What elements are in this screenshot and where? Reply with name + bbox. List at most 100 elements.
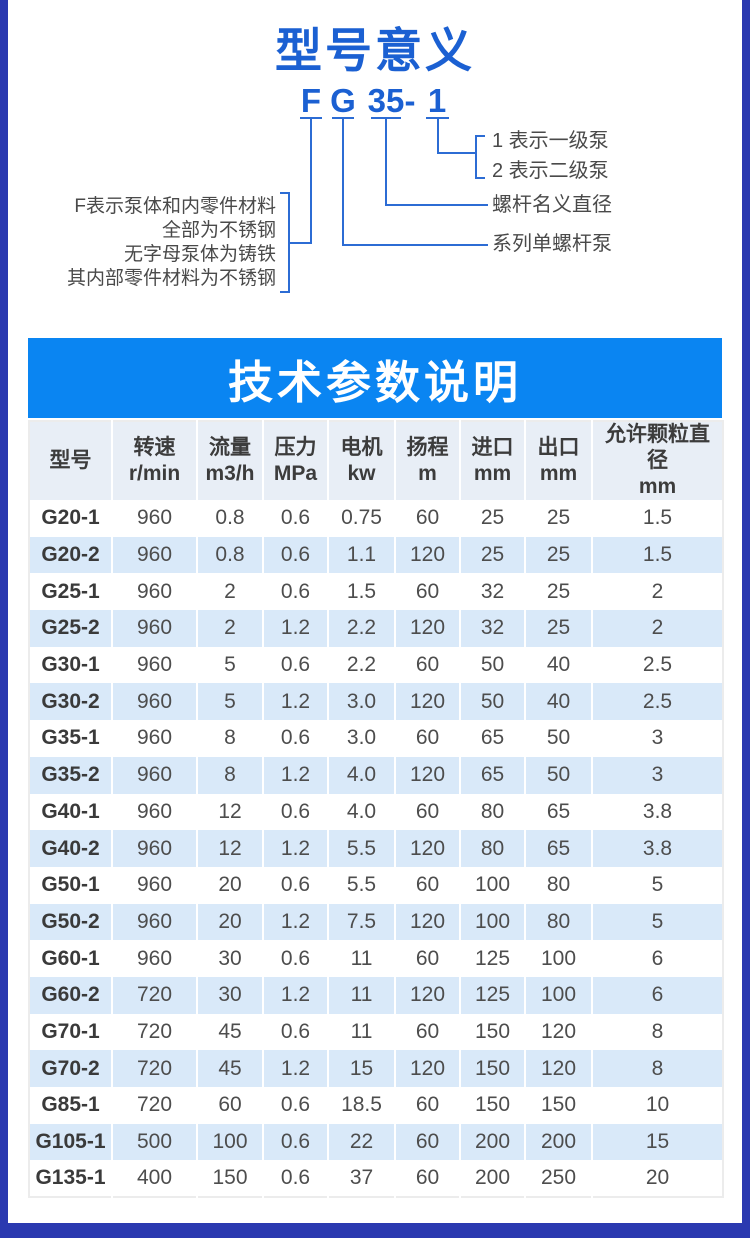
spec-value-cell: 960 — [112, 903, 198, 941]
spec-value-cell: 2 — [651, 579, 664, 603]
col-unit: mm — [539, 462, 578, 485]
spec-value-cell: 150 — [460, 1087, 526, 1124]
spec-value-cell: 4.0 — [328, 756, 396, 794]
spec-value-cell: 6 — [651, 983, 664, 1007]
spec-value-cell: 0.6 — [263, 1123, 329, 1161]
spec-value-cell: 15 — [328, 1050, 396, 1087]
tech-params-banner: 技术参数说明 — [28, 338, 722, 418]
spec-value-cell: 20 — [197, 866, 264, 904]
spec-table-body: G20-1 960 0.8 0.6 0.75 60 25 25 1.5 G20-2 960 0.8 0.… — [29, 500, 723, 1198]
spec-value-cell: 15 — [645, 1130, 670, 1154]
spec-value-cell: 65 — [460, 756, 526, 794]
table-row: G85-1 720 60 0.6 18.5 60 150 150 10 — [29, 1087, 723, 1124]
left-bracket-top-tick — [280, 192, 290, 194]
table-row: G135-1 400 150 0.6 37 60 200 250 20 — [29, 1160, 723, 1198]
col-label: 型号 — [49, 449, 92, 472]
spec-value-cell: 120 — [395, 683, 461, 721]
spec-value-cell: 1.2 — [263, 683, 329, 721]
spec-value-cell: 1.1 — [328, 536, 396, 574]
spec-value-cell: 0.6 — [263, 500, 329, 537]
spec-value-cell: 1.2 — [263, 756, 329, 794]
col-header-motor: 电机 kw — [328, 421, 396, 500]
spec-value-cell: 65 — [460, 720, 526, 757]
spec-value-cell: 45 — [197, 1013, 264, 1051]
col-label: 出口 — [537, 436, 580, 459]
spec-value-cell: 150 — [197, 1160, 264, 1198]
material-note: F表示泵体和内零件材料 全部为不锈钢 无字母泵体为铸铁 其内部零件材料为不锈钢 — [67, 195, 276, 291]
spec-value-cell: 50 — [460, 646, 526, 684]
spec-table: 型号 转速 r/min 流量 m3/h 压力 MPa 电机 kw 扬程 m 进口 mm 出口… — [28, 420, 724, 1199]
col-header-head: 扬程 m — [395, 421, 461, 500]
col-unit: mm — [473, 462, 512, 485]
spec-value-cell: 45 — [197, 1050, 264, 1087]
spec-value-cell: 100 — [525, 976, 593, 1014]
model-cell: G50-1 — [29, 866, 113, 904]
spec-value-cell: 7.5 — [328, 903, 396, 941]
spec-value-cell: 11 — [328, 940, 396, 977]
spec-value-cell: 30 — [197, 976, 264, 1014]
callout-g-horizontal — [342, 244, 488, 246]
spec-value-cell: 720 — [112, 1087, 198, 1124]
col-header-outlet: 出口 mm — [525, 421, 593, 500]
spec-value-cell: 8 — [651, 1056, 664, 1080]
spec-value-cell: 60 — [395, 573, 461, 611]
spec-value-cell: 2 — [197, 573, 264, 611]
model-char-g: G — [330, 82, 356, 119]
spec-value-cell: 50 — [460, 683, 526, 721]
bottom-frame-bar — [0, 1223, 750, 1238]
spec-value-cell: 960 — [112, 756, 198, 794]
table-row: G25-2 960 2 1.2 2.2 120 32 25 2 — [29, 610, 723, 647]
spec-value-cell: 30 — [197, 940, 264, 977]
col-header-speed: 转速 r/min — [112, 421, 198, 500]
spec-value-cell: 11 — [328, 976, 396, 1014]
spec-value-cell: 5 — [651, 909, 664, 933]
spec-value-cell: 960 — [112, 720, 198, 757]
table-row: G70-2 720 45 1.2 15 120 150 120 8 — [29, 1050, 723, 1087]
spec-value-cell: 25 — [525, 610, 593, 647]
material-note-line-1: F表示泵体和内零件材料 — [74, 196, 276, 217]
table-row: G50-2 960 20 1.2 7.5 120 100 80 5 — [29, 903, 723, 941]
spec-value-cell: 3.0 — [328, 683, 396, 721]
spec-value-cell: 8 — [197, 720, 264, 757]
table-row: G25-1 960 2 0.6 1.5 60 32 25 2 — [29, 573, 723, 611]
spec-value-cell: 200 — [460, 1123, 526, 1161]
col-header-particle: 允许颗粒直径 mm — [592, 421, 723, 500]
spec-value-cell: 60 — [395, 1087, 461, 1124]
label-screw-diameter: 螺杆名义直径 — [492, 194, 612, 216]
spec-value-cell: 100 — [525, 940, 593, 977]
table-row: G35-2 960 8 1.2 4.0 120 65 50 3 — [29, 756, 723, 794]
spec-value-cell: 5 — [197, 646, 264, 684]
spec-value-cell: 0.6 — [263, 1013, 329, 1051]
model-cell: G70-1 — [29, 1013, 113, 1051]
spec-value-cell: 2.5 — [642, 653, 673, 677]
spec-value-cell: 120 — [395, 756, 461, 794]
table-row: G30-2 960 5 1.2 3.0 120 50 40 2.5 — [29, 683, 723, 721]
spec-value-cell: 960 — [112, 683, 198, 721]
col-label: 扬程 — [406, 436, 449, 459]
callout-f-horizontal — [289, 242, 312, 244]
spec-value-cell: 0.8 — [197, 536, 264, 574]
spec-value-cell: 150 — [460, 1050, 526, 1087]
spec-value-cell: 60 — [395, 500, 461, 537]
col-header-model: 型号 — [29, 421, 113, 500]
col-unit: m — [418, 462, 437, 485]
spec-value-cell: 720 — [112, 1050, 198, 1087]
spec-value-cell: 5.5 — [328, 866, 396, 904]
table-row: G35-1 960 8 0.6 3.0 60 65 50 3 — [29, 720, 723, 757]
spec-value-cell: 120 — [395, 830, 461, 867]
col-unit: MPa — [273, 462, 318, 485]
spec-value-cell: 100 — [197, 1123, 264, 1161]
table-row: G30-1 960 5 0.6 2.2 60 50 40 2.5 — [29, 646, 723, 684]
col-unit: r/min — [128, 462, 181, 485]
spec-value-cell: 150 — [525, 1087, 593, 1124]
col-unit: mm — [638, 475, 677, 498]
spec-value-cell: 2.2 — [328, 610, 396, 647]
model-char-dash: - — [404, 82, 416, 119]
spec-value-cell: 125 — [460, 976, 526, 1014]
spec-value-cell: 1.2 — [263, 976, 329, 1014]
spec-value-cell: 32 — [460, 610, 526, 647]
callout-35-horizontal — [385, 204, 488, 206]
left-bracket-vertical — [288, 192, 290, 293]
model-cell: G40-1 — [29, 793, 113, 831]
